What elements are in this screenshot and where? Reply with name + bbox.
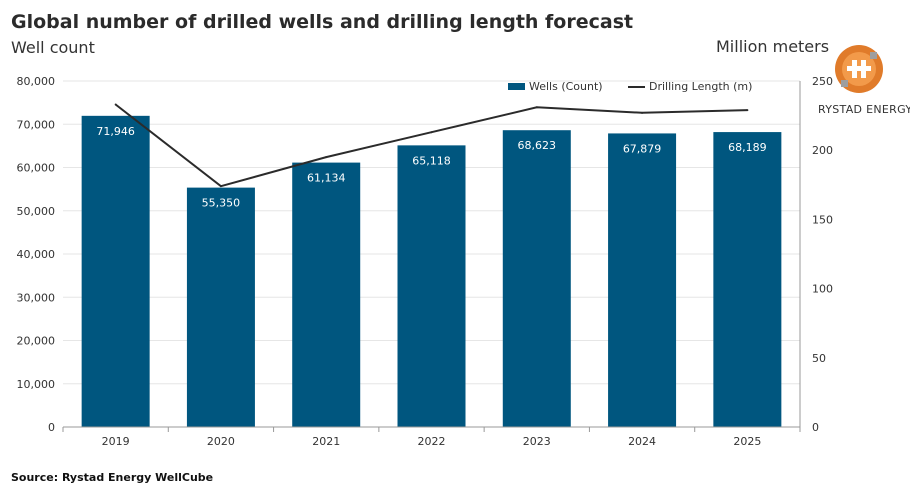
drilling-length-point	[114, 103, 117, 106]
drilling-length-point	[430, 131, 433, 134]
bar-value-label: 65,118	[412, 154, 451, 167]
drilling-length-point	[325, 156, 328, 159]
drilling-length-line-group	[114, 103, 749, 188]
bar-wells-2019	[81, 115, 150, 427]
x-axis-tick-label: 2019	[102, 435, 130, 448]
right-axis-tick-label: 250	[812, 75, 833, 88]
chart-title: Global number of drilled wells and drill…	[11, 11, 634, 33]
legend: Wells (Count) Drilling Length (m)	[508, 80, 752, 93]
bar-wells-2021	[292, 162, 361, 427]
legend-wells-label: Wells (Count)	[529, 80, 603, 93]
bar-labels: 71,946 55,350 61,134 65,118 68,623 67,879 68,1…	[96, 125, 766, 210]
left-axis-tick-label: 40,000	[17, 248, 56, 261]
bar-value-label: 68,623	[518, 139, 557, 152]
left-axis-tick-label: 80,000	[17, 75, 56, 88]
x-axis-tick-label: 2021	[312, 435, 340, 448]
rystad-logo-icon	[835, 45, 883, 93]
bar-value-label: 55,350	[202, 197, 241, 210]
left-axis-tick-label: 30,000	[17, 291, 56, 304]
left-axis-title: Well count	[11, 38, 95, 57]
drilling-length-point	[219, 185, 222, 188]
right-axis-tick-label: 200	[812, 144, 833, 157]
bar-wells-2023	[502, 130, 571, 428]
left-axis-tick-label: 60,000	[17, 162, 56, 175]
x-axis-tick-label: 2024	[628, 435, 656, 448]
x-axis-tick-label: 2025	[733, 435, 761, 448]
bar-wells-2022	[397, 145, 466, 427]
right-axis-tick-label: 0	[812, 421, 819, 434]
right-axis-tick-label: 100	[812, 283, 833, 296]
right-axis-title: Million meters	[716, 37, 830, 56]
left-axis-tick-label: 10,000	[17, 378, 56, 391]
bar-wells-2024	[608, 133, 677, 427]
x-axis-tick-label: 2020	[207, 435, 235, 448]
legend-drilling-label: Drilling Length (m)	[649, 80, 752, 93]
x-axis-tick-label: 2023	[523, 435, 551, 448]
x-axis-tick-label: 2022	[418, 435, 446, 448]
bar-value-label: 68,189	[728, 141, 767, 154]
left-axis-tick-label: 70,000	[17, 118, 56, 131]
right-axis-tick-label: 50	[812, 352, 826, 365]
left-axis-tick-label: 0	[48, 421, 55, 434]
logo-text: RYSTAD ENERGY	[818, 103, 910, 116]
bar-value-label: 67,879	[623, 142, 662, 155]
left-axis-tick-label: 50,000	[17, 205, 56, 218]
legend-wells-swatch	[508, 83, 525, 90]
bar-value-label: 71,946	[96, 125, 135, 138]
bars	[81, 115, 782, 428]
bar-wells-2025	[713, 132, 782, 427]
left-axis-tick-label: 20,000	[17, 335, 56, 348]
bar-wells-2020	[186, 187, 255, 427]
right-axis-tick-label: 150	[812, 213, 833, 226]
axes: 0 10,000 20,000 30,000 40,000 50,000 60,000 70,…	[17, 75, 834, 448]
drilling-length-point	[641, 111, 644, 114]
drilling-length-point	[535, 106, 538, 109]
bar-value-label: 61,134	[307, 172, 346, 185]
source-note: Source: Rystad Energy WellCube	[11, 471, 214, 484]
drilling-length-point	[746, 109, 749, 112]
